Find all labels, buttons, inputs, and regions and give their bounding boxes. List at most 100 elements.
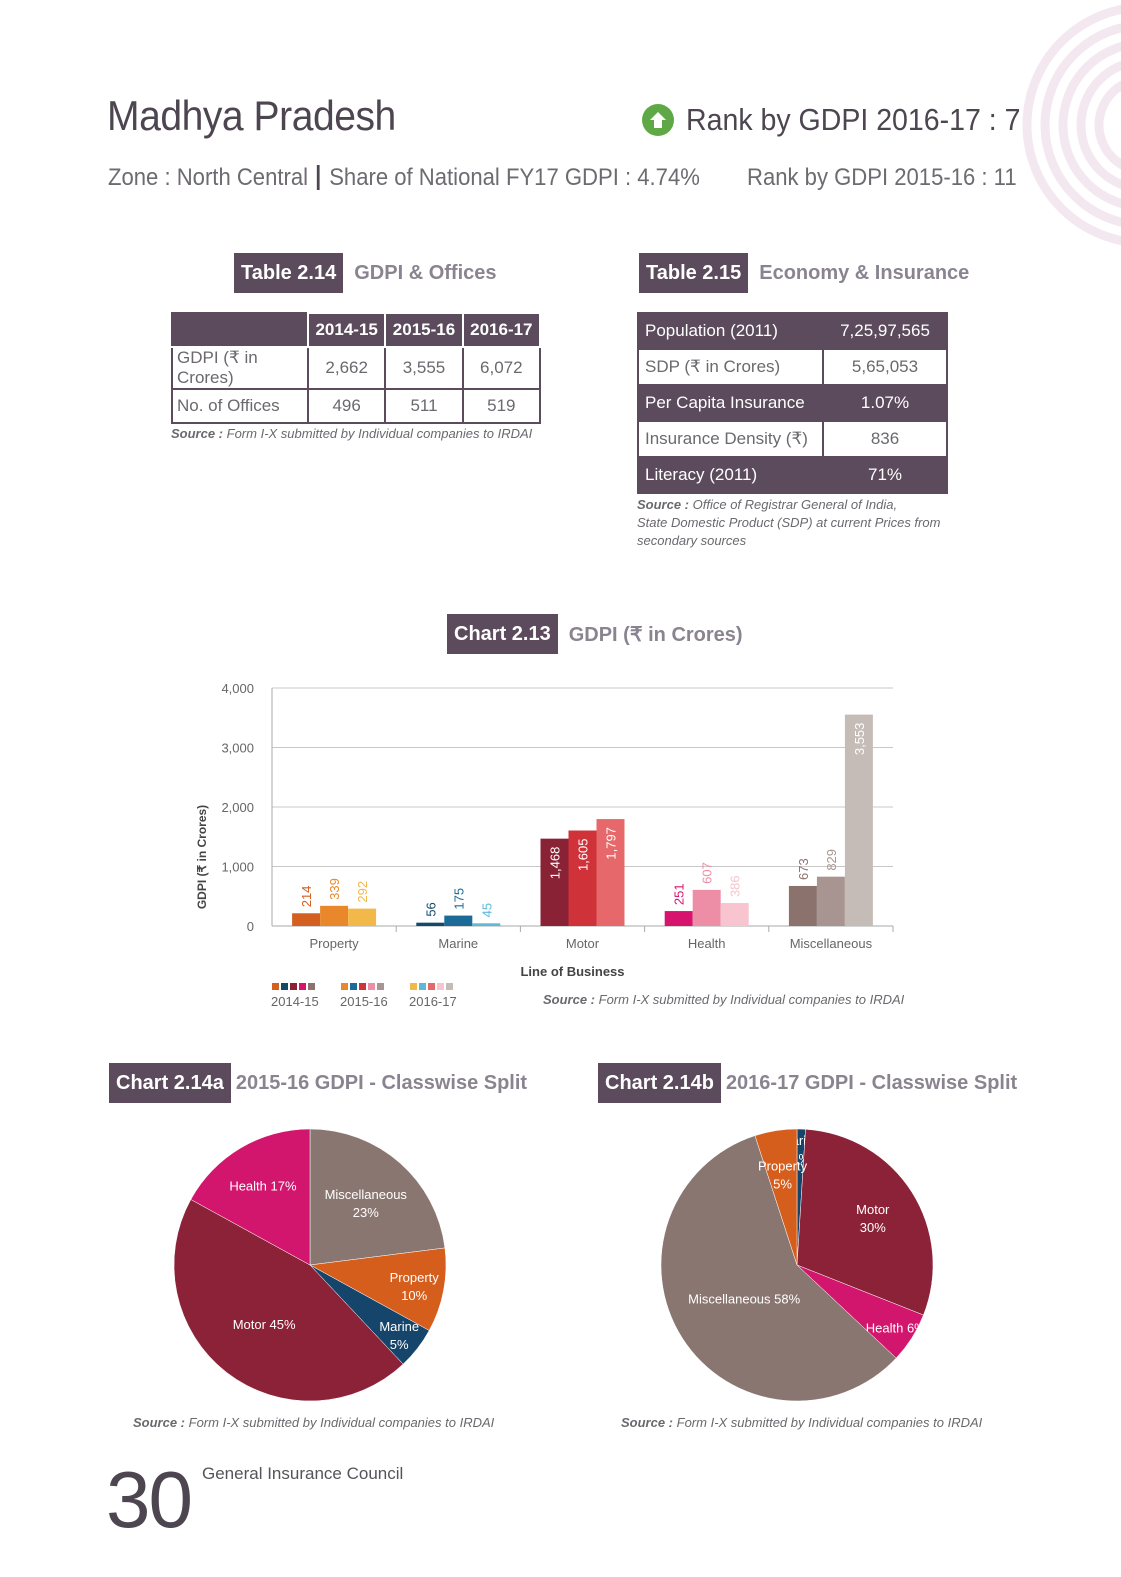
decorative-arcs <box>1022 4 1121 246</box>
pie-slice <box>190 1128 311 1266</box>
pie-slice <box>660 1135 897 1402</box>
pie-slice <box>754 1128 798 1266</box>
chart-title: 2015-16 GDPI - Classwise Split <box>235 1071 528 1094</box>
legend-swatch <box>437 983 444 990</box>
table-tag: Table 2.14 <box>234 253 344 293</box>
row-label: No. of Offices <box>171 388 309 424</box>
data-label: 1,797 <box>604 827 619 860</box>
table-2-15-source: Source : Office of Registrar General of … <box>637 496 940 550</box>
y-tick-label: 0 <box>247 919 254 934</box>
table-row: No. of Offices 496 511 519 <box>171 388 542 424</box>
publisher-name: General Insurance Council <box>202 1464 404 1483</box>
legend-swatch <box>419 983 426 990</box>
bar <box>416 922 445 926</box>
table-cell: 1.07% <box>822 384 948 422</box>
source-text: Form I-X submitted by Individual compani… <box>188 1415 495 1430</box>
row-label: Insurance Density (₹) <box>637 420 824 458</box>
bar <box>664 911 693 926</box>
slice-label: Motor <box>856 1202 890 1217</box>
pie-slice <box>173 1199 404 1402</box>
row-label: Literacy (2011) <box>637 456 824 494</box>
source-text: State Domestic Product (SDP) at current … <box>637 515 941 530</box>
y-tick-label: 3,000 <box>221 741 254 756</box>
source-label: Source : <box>637 497 690 512</box>
source-text: Form I-X submitted by Individual compani… <box>598 992 905 1007</box>
slice-percent: 5% <box>390 1337 409 1352</box>
rank-previous-text: Rank by GDPI 2015-16 : 11 <box>747 164 1017 191</box>
data-label: 292 <box>355 881 370 903</box>
table-2-14-source: Source : Form I-X submitted by Individua… <box>171 425 532 443</box>
table-cell: 5,65,053 <box>822 348 948 386</box>
bar <box>596 819 625 926</box>
legend-swatch <box>281 983 288 990</box>
bar <box>320 905 349 926</box>
slice-percent: 10% <box>401 1288 427 1303</box>
header-cell <box>171 312 309 348</box>
page-title: Madhya Pradesh <box>107 92 396 139</box>
data-label: 3,553 <box>852 723 867 756</box>
header-cell: 2014-15 <box>306 312 387 348</box>
pie-chart-2015-16: Miscellaneous 23% Property 10% Marine 5% Motor… <box>173 1128 447 1402</box>
data-label: 386 <box>728 875 743 897</box>
chart-2-14a-caption: Chart 2.14a 2015-16 GDPI - Classwise Spl… <box>109 1063 527 1103</box>
data-label: 829 <box>824 849 839 871</box>
legend-swatch <box>410 983 417 990</box>
row-label: Per Capita Insurance <box>637 384 824 422</box>
slice-percent: 30% <box>860 1220 886 1235</box>
page-number: 30 <box>106 1455 193 1544</box>
table-row: GDPI (₹ in Crores) 2,662 3,555 6,072 <box>171 346 542 390</box>
bar <box>540 838 569 926</box>
x-tick-label: Health <box>688 936 726 951</box>
table-title: GDPI & Offices <box>354 261 497 284</box>
legend-label: 2015-16 <box>340 994 388 1009</box>
slice-label: Miscellaneous 58% <box>688 1292 800 1307</box>
table-cell: 511 <box>384 388 464 424</box>
header-cell: 2015-16 <box>384 312 464 348</box>
slice-percent: 23% <box>353 1205 379 1220</box>
legend-swatch <box>308 983 315 990</box>
chart-tag: Chart 2.13 <box>447 614 558 654</box>
slice-label: Miscellaneous <box>325 1187 408 1202</box>
table-cell: 3,555 <box>384 346 464 390</box>
data-label: 56 <box>423 902 438 916</box>
legend-swatch <box>341 983 348 990</box>
data-label: 251 <box>672 883 687 905</box>
table-cell: 6,072 <box>461 346 542 390</box>
pie-slice <box>796 1129 934 1316</box>
y-tick-label: 1,000 <box>221 860 254 875</box>
rank-current-text: Rank by GDPI 2016-17 : 7 <box>686 102 1021 137</box>
data-label: 1,605 <box>576 839 591 872</box>
pie-slice <box>309 1247 447 1331</box>
rank-current: Rank by GDPI 2016-17 : 7 <box>642 102 1050 138</box>
data-label: 339 <box>327 878 342 900</box>
source-label: Source : <box>171 426 224 441</box>
table-2-14: 2014-15 2015-16 2016-17 GDPI (₹ in Crore… <box>171 312 542 424</box>
legend-swatch <box>272 983 279 990</box>
arrow-up-circle-icon <box>642 104 674 136</box>
table-cell: 836 <box>822 420 948 458</box>
chart-2-13-caption: Chart 2.13 GDPI (₹ in Crores) <box>447 614 743 654</box>
zone-text: Zone : North Central <box>108 164 309 191</box>
source-label: Source : <box>621 1415 674 1430</box>
data-label: 175 <box>451 888 466 910</box>
bar <box>568 830 597 926</box>
source-text: Form I-X submitted by Individual compani… <box>676 1415 983 1430</box>
legend-swatch <box>290 983 297 990</box>
data-label: 45 <box>479 903 494 917</box>
chart-2-14b-source: Source : Form I-X submitted by Individua… <box>621 1414 982 1432</box>
slice-label: Health 6% <box>866 1321 926 1336</box>
legend-swatch <box>299 983 306 990</box>
x-tick-label: Motor <box>566 936 600 951</box>
row-label: SDP (₹ in Crores) <box>637 348 824 386</box>
table-row: Per Capita Insurance 1.07% <box>637 384 948 422</box>
y-tick-label: 4,000 <box>221 681 254 696</box>
table-tag: Table 2.15 <box>639 253 749 293</box>
bar <box>472 923 501 926</box>
table-cell: 2,662 <box>306 346 387 390</box>
legend-swatch <box>350 983 357 990</box>
table-2-14-caption: Table 2.14 GDPI & Offices <box>234 253 497 293</box>
table-row: Population (2011) 7,25,97,565 <box>637 312 948 350</box>
bar <box>348 908 377 926</box>
row-label: GDPI (₹ in Crores) <box>171 346 309 390</box>
chart-2-14a-source: Source : Form I-X submitted by Individua… <box>133 1414 494 1432</box>
